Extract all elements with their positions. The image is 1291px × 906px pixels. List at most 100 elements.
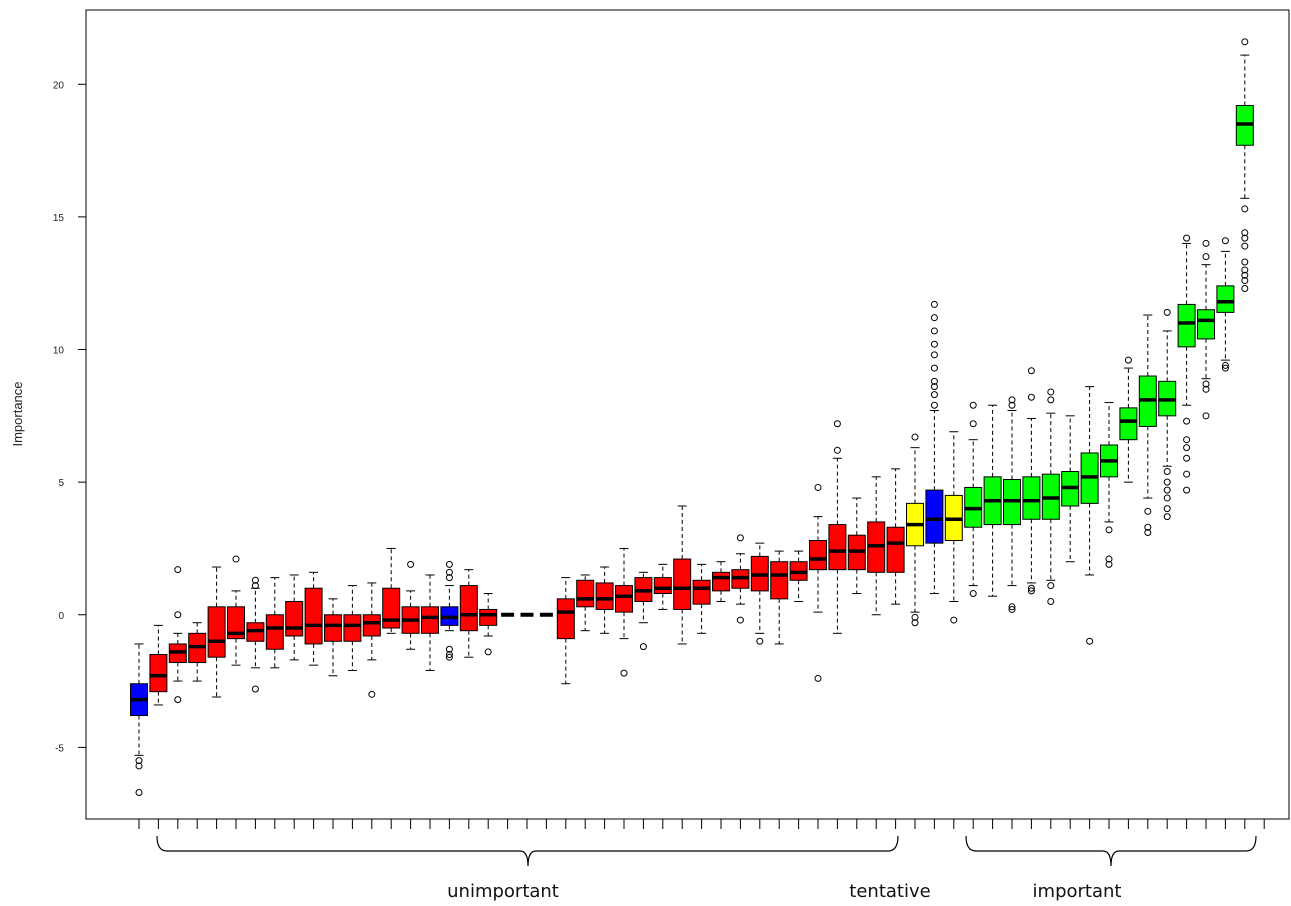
outlier-point — [1241, 242, 1249, 250]
box-57 — [1216, 237, 1235, 372]
box-27 — [634, 571, 653, 651]
box-10 — [304, 571, 323, 666]
outlier-point — [135, 757, 143, 765]
box-iqr — [1216, 285, 1235, 313]
outlier-point — [950, 616, 958, 624]
outlier-point — [1163, 513, 1171, 521]
box-47 — [1022, 367, 1041, 595]
box-26 — [615, 547, 633, 677]
outlier-point — [1241, 285, 1249, 293]
box-iqr — [692, 579, 711, 605]
box-13 — [362, 582, 381, 698]
box-51 — [1100, 402, 1118, 568]
box-iqr — [556, 598, 575, 640]
group-label: unimportant — [447, 881, 559, 902]
outlier-point — [251, 576, 259, 584]
plot-frame — [85, 9, 1290, 820]
box-iqr — [382, 587, 401, 629]
box-56 — [1197, 239, 1215, 420]
box-46 — [1003, 396, 1021, 613]
outlier-point — [930, 401, 938, 409]
outlier-point — [1241, 258, 1249, 266]
outlier-point — [135, 762, 143, 770]
group-tentative: tentative — [849, 881, 930, 902]
box-iqr — [653, 577, 672, 595]
outlier-point — [930, 300, 938, 308]
box-8 — [265, 577, 284, 669]
outlier-point — [1027, 393, 1035, 401]
outlier-point — [1221, 361, 1229, 369]
outlier-point — [1202, 253, 1210, 261]
group-important: important — [965, 835, 1257, 902]
x-axis-ticks — [138, 819, 1265, 829]
outlier-point — [1008, 396, 1016, 404]
outlier-point — [969, 401, 977, 409]
outlier-point — [1183, 486, 1191, 494]
outlier-point — [930, 327, 938, 335]
outlier-point — [1124, 356, 1132, 364]
box-12 — [343, 585, 362, 671]
y-tick-label: 15 — [53, 213, 65, 224]
y-tick-label: 5 — [58, 478, 64, 489]
outlier-point — [814, 674, 822, 682]
box-34 — [770, 550, 789, 645]
y-tick-label: 20 — [53, 80, 65, 91]
outlier-point — [1202, 239, 1210, 247]
outlier-point — [930, 383, 938, 391]
outlier-point — [484, 648, 492, 656]
box-6 — [227, 555, 245, 666]
outlier-point — [1163, 478, 1171, 486]
outlier-point — [969, 590, 977, 598]
box-11 — [324, 598, 342, 677]
outlier-point — [1183, 444, 1191, 452]
box-iqr — [1197, 309, 1215, 340]
box-52 — [1119, 356, 1138, 483]
group-label: important — [1033, 881, 1122, 902]
group-brace — [156, 835, 899, 867]
box-32 — [731, 534, 750, 624]
outlier-point — [174, 566, 182, 574]
outlier-point — [1027, 584, 1035, 592]
outlier-point — [1221, 237, 1229, 245]
box-iqr — [459, 585, 478, 632]
boxes — [130, 38, 1254, 796]
y-axis-label: Importance — [10, 381, 25, 446]
outlier-point — [1086, 637, 1094, 645]
outlier-point — [1047, 582, 1055, 590]
outlier-point — [969, 420, 977, 428]
outlier-point — [232, 555, 240, 563]
outlier-point — [1163, 494, 1171, 502]
outlier-point — [639, 643, 647, 651]
outlier-point — [930, 351, 938, 359]
box-iqr — [576, 579, 595, 608]
box-16 — [421, 574, 439, 671]
box-iqr — [615, 585, 633, 613]
outlier-point — [174, 696, 182, 704]
box-43 — [944, 431, 963, 624]
box-24 — [576, 574, 595, 632]
outlier-point — [251, 685, 259, 693]
outlier-point — [736, 534, 744, 542]
box-iqr — [421, 606, 439, 634]
box-iqr — [479, 608, 498, 626]
box-45 — [983, 404, 1002, 597]
box-iqr — [304, 587, 323, 645]
box-41 — [906, 433, 924, 627]
outlier-point — [445, 651, 453, 659]
box-iqr — [1022, 476, 1041, 520]
box-50 — [1080, 386, 1099, 645]
outlier-point — [1047, 388, 1055, 396]
y-tick-label: 0 — [58, 611, 64, 622]
box-28 — [653, 563, 672, 610]
box-iqr — [343, 614, 362, 642]
outlier-point — [1008, 603, 1016, 611]
outlier-point — [930, 314, 938, 322]
box-iqr — [886, 526, 905, 573]
outlier-point — [1241, 234, 1249, 242]
group-label: tentative — [849, 881, 930, 902]
outlier-point — [1008, 401, 1016, 409]
outlier-point — [930, 340, 938, 348]
outlier-point — [174, 611, 182, 619]
box-iqr — [925, 489, 944, 544]
